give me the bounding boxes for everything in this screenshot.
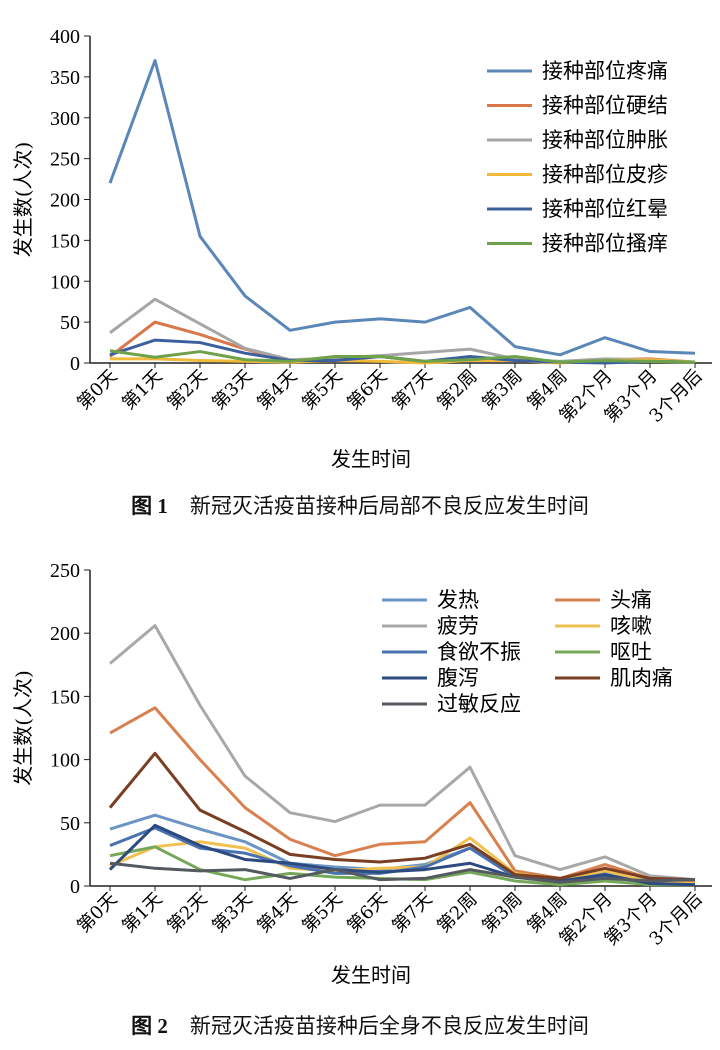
series-line-疲劳	[109, 624, 696, 882]
caption-text: 新冠灭活疫苗接种后局部不良反应发生时间	[189, 494, 589, 518]
legend-label: 食欲不振	[437, 640, 521, 664]
legend-label: 发热	[437, 588, 479, 612]
x-tick-label: 第5天	[298, 889, 346, 937]
legend-label: 接种部位肿胀	[542, 128, 668, 152]
y-tick-label: 150	[50, 230, 80, 252]
x-tick-label: 第3周	[478, 889, 526, 937]
y-tick-label: 200	[50, 190, 80, 212]
x-axis-label: 发生时间	[331, 447, 411, 470]
x-tick-label: 第0天	[73, 366, 121, 414]
x-tick-label: 第3天	[208, 889, 256, 937]
y-tick-label: 250	[50, 149, 80, 171]
y-tick-label: 100	[50, 750, 80, 772]
x-tick-label: 第4天	[253, 889, 301, 937]
legend-label: 接种部位红晕	[542, 197, 668, 221]
x-tick-label: 第2周	[433, 889, 481, 937]
series-line-头痛	[109, 706, 696, 884]
series-line-咳嗽	[109, 836, 696, 885]
series-line-腹泻	[108, 823, 696, 887]
caption-number: 图 1	[131, 494, 168, 518]
x-tick-label: 第3周	[478, 366, 526, 414]
legend-label: 接种部位搔痒	[542, 232, 668, 256]
series-line-过敏反应	[109, 861, 696, 884]
caption-1: 图 1 新冠灭活疫苗接种后局部不良反应发生时间	[0, 490, 720, 520]
series-line-肌肉痛	[108, 751, 696, 882]
caption-2: 图 2 新冠灭活疫苗接种后全身不良反应发生时间	[0, 1010, 720, 1040]
legend-label: 过敏反应	[437, 692, 521, 716]
x-axis-label: 发生时间	[331, 963, 411, 987]
legend-label: 头痛	[610, 588, 652, 612]
x-tick-label: 第3天	[208, 366, 256, 414]
x-tick-label: 第2周	[433, 366, 481, 414]
y-tick-label: 50	[60, 813, 80, 835]
x-tick-label: 第2天	[163, 889, 211, 937]
legend-label: 咳嗽	[610, 614, 652, 638]
series-line-接种部位疼痛	[108, 59, 696, 357]
y-tick-label: 200	[50, 623, 80, 645]
y-axis-label: 发生数(人次)	[11, 142, 35, 258]
legend-label: 接种部位硬结	[542, 94, 668, 118]
series-line-接种部位搔痒	[109, 349, 696, 364]
legend-label: 腹泻	[437, 666, 479, 690]
x-tick-label: 第7天	[388, 366, 436, 414]
series-line-发热	[109, 813, 696, 885]
y-tick-label: 300	[50, 108, 80, 130]
legend-label: 肌肉痛	[610, 666, 673, 690]
x-tick-label: 第4天	[253, 366, 301, 414]
y-tick-label: 100	[50, 271, 80, 293]
y-tick-label: 50	[60, 312, 80, 334]
x-tick-label: 第1天	[118, 889, 166, 937]
legend-label: 接种部位疼痛	[542, 59, 668, 83]
chart-1: 050100150200250300350400第0天第1天第2天第3天第4天第…	[11, 26, 712, 470]
legend-label: 疲劳	[437, 614, 479, 638]
y-tick-label: 250	[50, 560, 80, 582]
x-tick-label: 第0天	[73, 889, 121, 937]
x-tick-label: 第5天	[298, 366, 346, 414]
y-tick-label: 0	[70, 876, 80, 898]
x-tick-label: 第1天	[118, 366, 166, 414]
y-tick-label: 350	[50, 67, 80, 89]
caption-number: 图 2	[131, 1014, 168, 1038]
y-tick-label: 400	[50, 26, 80, 48]
legend-label: 接种部位皮疹	[542, 163, 668, 187]
caption-text: 新冠灭活疫苗接种后全身不良反应发生时间	[189, 1014, 589, 1038]
y-tick-label: 150	[50, 686, 80, 708]
legend-label: 呕吐	[610, 640, 652, 664]
x-tick-label: 第2天	[163, 366, 211, 414]
y-tick-label: 0	[70, 353, 80, 375]
y-axis-label: 发生数(人次)	[11, 670, 35, 786]
x-tick-label: 第6天	[343, 889, 391, 937]
chart-2: 0 50 100 150 200 250 第0天第1天第2天第3天第4天第5天第6天第7天第…	[11, 560, 712, 987]
x-tick-label: 第6天	[343, 366, 391, 414]
x-tick-label: 第7天	[388, 889, 436, 937]
